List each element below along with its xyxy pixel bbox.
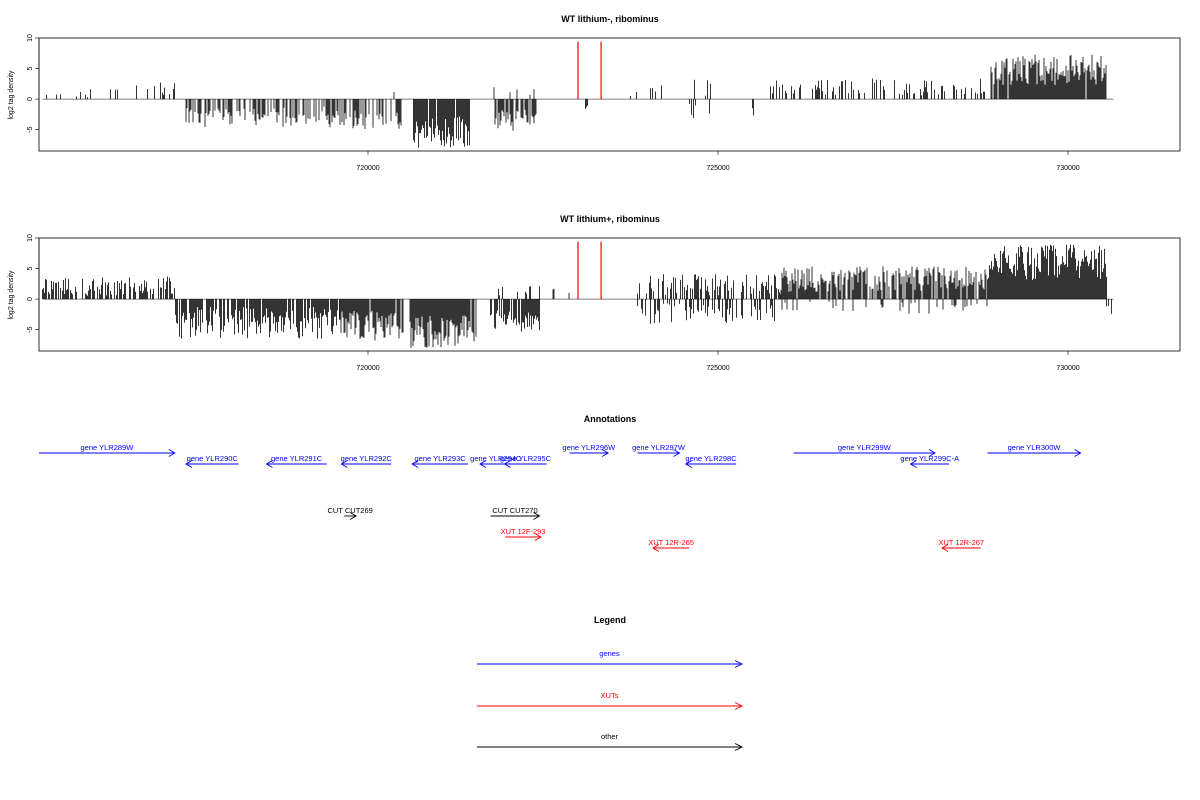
density-bars — [42, 244, 1112, 348]
feature-label: gene YLR293C — [415, 454, 467, 463]
feature-label: CUT CUT270 — [492, 506, 537, 515]
y-tick-label: 0 — [27, 97, 34, 101]
legend-label: XUTs — [601, 691, 619, 700]
density-bars — [46, 54, 1107, 148]
feature-label: gene YLR294C — [470, 454, 522, 463]
y-axis-label: log2 tag density — [8, 70, 15, 120]
feature-gene-ylr292c: gene YLR292C — [340, 454, 393, 468]
y-tick-label: 10 — [27, 34, 34, 42]
feature-arrowhead — [1074, 449, 1082, 457]
feature-label: gene YLR299W — [838, 443, 892, 452]
marker-lines — [577, 41, 602, 100]
legend-items: genes XUTs other — [477, 649, 744, 751]
feature-cut-cut269: CUT CUT269 — [328, 506, 373, 520]
y-tick-label: 10 — [27, 234, 34, 242]
legend-label: genes — [599, 649, 620, 658]
legend-item-genes: genes — [477, 649, 744, 668]
panel-title: WT lithium-, ribominus — [561, 14, 659, 24]
y-tick-label: 5 — [27, 66, 34, 70]
feature-arrowhead — [909, 460, 917, 468]
feature-label: XUT 12R-265 — [648, 538, 694, 547]
x-tick-label: 730000 — [1056, 365, 1079, 372]
feature-arrowhead — [601, 449, 609, 457]
feature-label: gene YLR289W — [80, 443, 134, 452]
feature-label: gene YLR295C — [500, 454, 552, 463]
feature-arrowhead — [265, 460, 273, 468]
annotations-title: Annotations — [584, 414, 637, 424]
x-tick-label: 730000 — [1056, 165, 1079, 172]
legend-title: Legend — [594, 615, 626, 625]
feature-arrowhead — [928, 449, 936, 457]
feature-xut-12r-267: XUT 12R-267 — [938, 538, 984, 552]
feature-arrows: gene YLR289W gene YLR290C gene YLR291C gene… — [39, 443, 1082, 552]
y-tick-label: 5 — [27, 266, 34, 270]
feature-gene-ylr290c: gene YLR290C — [185, 454, 239, 468]
feature-xut-12f-293: XUT 12F-293 — [501, 527, 546, 541]
feature-arrowhead — [168, 449, 176, 457]
feature-gene-ylr300w: gene YLR300W — [987, 443, 1082, 457]
feature-label: gene YLR296W — [562, 443, 616, 452]
y-tick-label: -5 — [27, 326, 34, 332]
legend-arrowhead — [734, 702, 744, 710]
feature-label: gene YLR300W — [1008, 443, 1062, 452]
feature-gene-ylr291c: gene YLR291C — [265, 454, 327, 468]
feature-label: gene YLR298C — [685, 454, 737, 463]
legend-arrowhead — [734, 660, 744, 668]
feature-gene-ylr297w: gene YLR297W — [632, 443, 686, 457]
feature-arrowhead — [652, 544, 660, 552]
y-axis: -5 0 5 10 — [27, 34, 40, 133]
feature-arrowhead — [479, 460, 487, 468]
feature-arrowhead — [349, 512, 357, 520]
density-panel-lithium-minus: WT lithium-, ribominus log2 tag density … — [8, 14, 1181, 172]
feature-arrowhead — [533, 512, 541, 520]
x-tick-label: 720000 — [356, 365, 379, 372]
legend-arrowhead — [734, 743, 744, 751]
x-axis: 720000 725000 730000 — [356, 151, 1080, 172]
feature-gene-ylr289w: gene YLR289W — [39, 443, 176, 457]
feature-label: gene YLR291C — [271, 454, 323, 463]
feature-arrowhead — [185, 460, 193, 468]
legend-item-other: other — [477, 732, 744, 751]
feature-gene-ylr293c: gene YLR293C — [411, 454, 469, 468]
feature-arrowhead — [340, 460, 348, 468]
feature-gene-ylr295c: gene YLR295C — [500, 454, 552, 468]
feature-arrowhead — [673, 449, 681, 457]
feature-gene-ylr299c-a: gene YLR299C-A — [900, 454, 959, 468]
x-tick-label: 725000 — [706, 365, 729, 372]
feature-gene-ylr299w: gene YLR299W — [793, 443, 936, 457]
feature-arrowhead — [941, 544, 949, 552]
feature-label: gene YLR292C — [341, 454, 393, 463]
x-tick-label: 720000 — [356, 165, 379, 172]
y-axis-label: log2 tag density — [8, 270, 15, 320]
y-axis: -5 0 5 10 — [27, 234, 40, 333]
feature-xut-12r-265: XUT 12R-265 — [648, 538, 694, 552]
feature-label: CUT CUT269 — [328, 506, 373, 515]
feature-arrowhead — [411, 460, 419, 468]
feature-label: gene YLR297W — [632, 443, 686, 452]
density-panel-lithium-plus: WT lithium+, ribominus log2 tag density … — [8, 214, 1181, 372]
feature-cut-cut270: CUT CUT270 — [490, 506, 541, 520]
y-tick-label: 0 — [27, 297, 34, 301]
x-axis: 720000 725000 730000 — [356, 351, 1080, 372]
feature-label: gene YLR299C-A — [900, 454, 959, 463]
legend: Legend genes XUTs other — [477, 615, 744, 751]
feature-label: XUT 12R-267 — [938, 538, 984, 547]
feature-label: XUT 12F-293 — [501, 527, 546, 536]
y-tick-label: -5 — [27, 126, 34, 132]
feature-gene-ylr298c: gene YLR298C — [684, 454, 737, 468]
x-tick-label: 725000 — [706, 165, 729, 172]
feature-label: gene YLR290C — [187, 454, 239, 463]
feature-arrowhead — [503, 460, 511, 468]
legend-item-xuts: XUTs — [477, 691, 744, 710]
legend-label: other — [601, 732, 619, 741]
feature-arrowhead — [684, 460, 693, 468]
panel-title: WT lithium+, ribominus — [560, 214, 660, 224]
feature-arrowhead — [534, 533, 542, 541]
feature-gene-ylr296w: gene YLR296W — [562, 443, 616, 457]
marker-lines — [577, 241, 602, 300]
